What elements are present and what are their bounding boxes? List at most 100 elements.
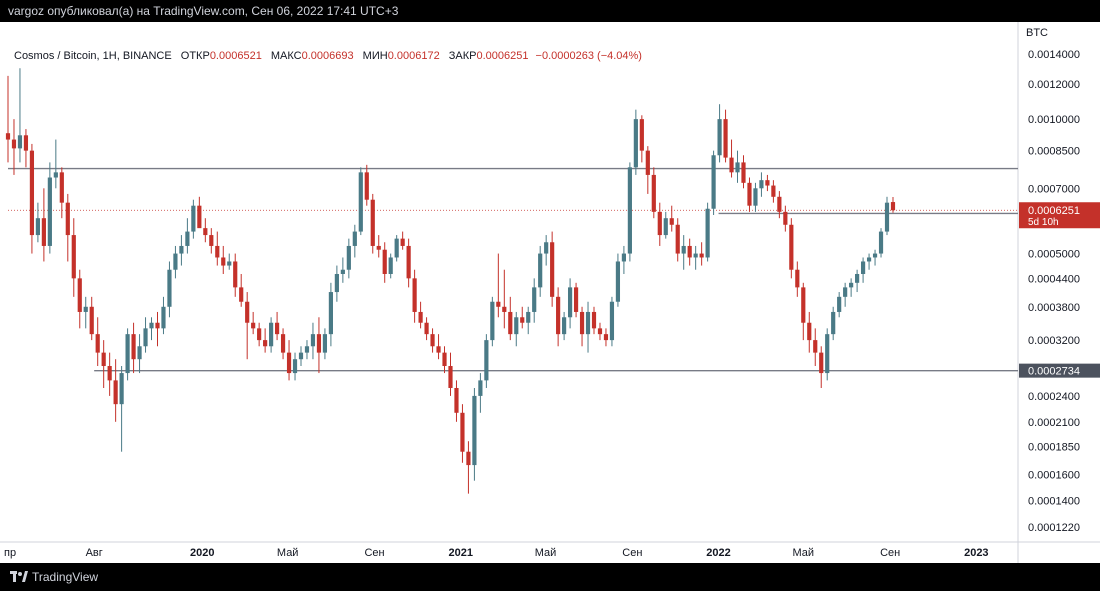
candle-body [579, 311, 585, 335]
change-value: −0.0000263 (−4.04%) [535, 50, 642, 62]
x-tick-label: 2020 [190, 547, 214, 559]
candle-body [23, 135, 29, 151]
candle-body [556, 296, 561, 335]
candle-body [789, 224, 794, 270]
candle-body [532, 287, 537, 312]
candle-body [615, 261, 621, 302]
candle-body [412, 278, 417, 312]
tradingview-logo[interactable]: TradingView [10, 570, 98, 584]
candle-body [340, 269, 345, 274]
candle-body [884, 202, 890, 232]
candle-body [59, 172, 64, 203]
candle-body [41, 218, 46, 246]
level-price-tag [1019, 363, 1100, 378]
candle-body [376, 245, 381, 250]
candle-body [621, 253, 626, 262]
candle-body [53, 172, 58, 178]
candle-body [860, 261, 866, 274]
candle-body [203, 228, 208, 236]
candle-body [454, 387, 459, 413]
candle-body [95, 334, 100, 353]
candle-body [490, 301, 495, 341]
last-price-countdown: 5d 10h [1028, 217, 1059, 228]
candle-body [292, 359, 298, 374]
candle-body [179, 245, 184, 254]
candle-body [316, 334, 322, 353]
high-value: 0.0006693 [301, 50, 354, 62]
candle-body [77, 278, 82, 312]
y-tick-label: 0.0002100 [1028, 417, 1080, 429]
candle-body [711, 155, 716, 209]
candle-body [251, 322, 256, 329]
candle-body [352, 231, 357, 246]
x-tick-label: 2023 [964, 547, 988, 559]
candle-body [107, 366, 112, 381]
candle-body [831, 311, 836, 335]
candle-body [269, 322, 274, 347]
x-tick-label: 2022 [706, 547, 730, 559]
candle-body [890, 202, 896, 211]
candle-body [645, 150, 650, 175]
candle-body [35, 218, 40, 236]
candle-body [322, 334, 328, 353]
candle-body [591, 311, 597, 329]
candle-body [227, 261, 232, 266]
x-tick-label: Сен [880, 547, 900, 559]
y-tick-label: 0.0003800 [1028, 302, 1080, 314]
candle-body [472, 395, 477, 466]
candle-body [89, 306, 94, 335]
candle-body [197, 205, 202, 229]
candle-body [508, 311, 513, 335]
candle-body [813, 340, 818, 353]
currency-label: BTC [1026, 27, 1048, 39]
candle-body [681, 245, 686, 254]
candle-body [747, 182, 752, 206]
candle-body [394, 238, 399, 258]
y-tick-label: 0.0010000 [1028, 114, 1080, 126]
y-tick-label: 0.0005000 [1028, 249, 1080, 261]
low-label: МИН [362, 50, 388, 62]
candle-body [729, 157, 734, 173]
candle-body [143, 328, 148, 347]
candle-body [526, 311, 531, 323]
chart-frame[interactable]: BTC 0.0014000 0.0012000 0.0010000 0.0008500 0… [0, 22, 1100, 563]
candle-body [639, 119, 644, 151]
x-tick-label: Авг [86, 547, 103, 559]
price-axis: BTC 0.0014000 0.0012000 0.0010000 0.0008500 0… [1019, 27, 1100, 534]
x-tick-label: Май [277, 547, 299, 559]
candle-body [155, 322, 160, 329]
y-tick-label: 0.0001850 [1028, 441, 1080, 453]
candle-body [424, 322, 429, 335]
symbol-legend: Cosmos / Bitcoin, 1Н, BINANCE ОТКР0.0006… [14, 50, 642, 62]
candle-body [221, 257, 226, 266]
tradingview-brand: TradingView [32, 570, 99, 584]
y-tick-label: 0.0001600 [1028, 470, 1080, 482]
horizontal-levels [8, 167, 1018, 372]
candle-body [783, 211, 788, 225]
symbol-name: Cosmos / Bitcoin, 1Н, BINANCE [14, 50, 172, 62]
candle-body [603, 334, 609, 341]
candle-body [358, 172, 363, 232]
candle-body [585, 311, 591, 335]
candle-body [496, 301, 501, 307]
candle-body [382, 249, 387, 274]
candles [5, 68, 896, 494]
candle-body [627, 167, 632, 254]
candle-body [448, 366, 453, 388]
candle-body [651, 174, 656, 212]
y-tick-label: 0.0008500 [1028, 146, 1080, 158]
published-text: vargoz опубликовал(а) на TradingView.com… [8, 4, 399, 18]
candle-body [777, 196, 782, 212]
candle-body [167, 269, 172, 307]
candle-body [436, 346, 441, 353]
candle-body [550, 242, 555, 297]
candlestick-chart[interactable]: BTC 0.0014000 0.0012000 0.0010000 0.0008500 0… [0, 22, 1100, 563]
candle-body [849, 282, 854, 288]
candle-body [346, 245, 351, 270]
candle-body [759, 180, 764, 189]
candle-body [280, 334, 286, 353]
candle-body [657, 211, 662, 236]
candle-body [753, 188, 758, 206]
last-price-value: 0.0006251 [1028, 205, 1080, 217]
candle-body [765, 180, 770, 186]
